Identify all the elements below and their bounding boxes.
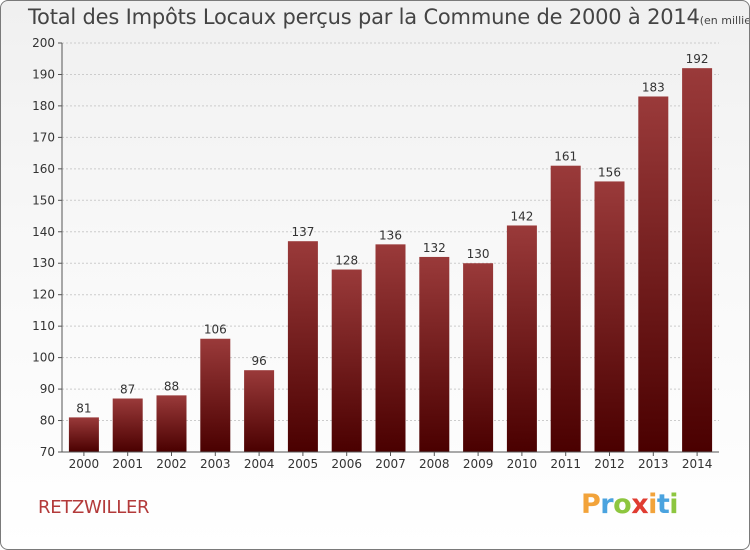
x-tick-label-2011: 2011 (550, 457, 581, 471)
y-tick-label-120: 120 (32, 288, 55, 302)
chart-subtitle: (en milliers d'€) (699, 14, 750, 27)
logo-letter: r (600, 489, 614, 520)
x-tick-label-2013: 2013 (638, 457, 669, 471)
data-label-2013: 183 (642, 80, 665, 94)
bar-2009 (463, 263, 494, 452)
y-tick-label-140: 140 (32, 225, 55, 239)
x-tick-label-2005: 2005 (288, 457, 319, 471)
logo-letter: i (648, 489, 657, 520)
data-label-2007: 136 (379, 228, 402, 242)
y-tick-label-110: 110 (32, 319, 55, 333)
bar-2008 (419, 256, 450, 452)
data-label-2005: 137 (291, 225, 314, 239)
logo-letter: o (613, 489, 632, 520)
bar-2011 (550, 165, 581, 452)
bar-2000 (68, 417, 99, 452)
x-tick-label-2006: 2006 (331, 457, 362, 471)
bar-2012 (594, 181, 625, 452)
data-label-2004: 96 (251, 354, 266, 368)
data-labels: 81 87 88 106 96 137 128 136 132 130 142 161 156 183 19… (76, 52, 708, 415)
y-tick-label-150: 150 (32, 193, 55, 207)
x-tick-label-2001: 2001 (112, 457, 143, 471)
bar-2006 (331, 269, 362, 452)
commune-name: RETZWILLER (38, 497, 150, 518)
bar-2004 (244, 370, 275, 452)
y-tick-label-130: 130 (32, 256, 55, 270)
y-tick-label-190: 190 (32, 67, 55, 81)
x-axis-ticks: 2000 2001 2002 2003 2004 2005 2006 2007 2008 2009… (69, 452, 713, 471)
bar-2010 (506, 225, 537, 452)
logo-letter: P (581, 489, 601, 520)
proxiti-logo[interactable]: Proxiti (581, 489, 679, 520)
y-tick-label-80: 80 (40, 414, 55, 428)
logo-letter: x (631, 489, 649, 520)
x-tick-label-2002: 2002 (156, 457, 187, 471)
y-tick-label-90: 90 (40, 382, 55, 396)
y-tick-label-170: 170 (32, 130, 55, 144)
x-tick-label-2007: 2007 (375, 457, 406, 471)
x-tick-label-2003: 2003 (200, 457, 231, 471)
x-tick-label-2000: 2000 (69, 457, 100, 471)
data-label-2009: 130 (467, 247, 490, 261)
y-tick-label-160: 160 (32, 162, 55, 176)
data-label-2001: 87 (120, 383, 135, 397)
data-label-2008: 132 (423, 241, 446, 255)
data-label-2003: 106 (204, 323, 227, 337)
logo-letter: t (656, 489, 670, 520)
bar-2005 (287, 241, 318, 452)
x-tick-label-2008: 2008 (419, 457, 450, 471)
x-tick-label-2004: 2004 (244, 457, 275, 471)
x-tick-label-2012: 2012 (594, 457, 625, 471)
x-tick-label-2014: 2014 (682, 457, 713, 471)
x-tick-label-2010: 2010 (507, 457, 538, 471)
bar-2003 (200, 338, 231, 452)
y-tick-label-200: 200 (32, 36, 55, 50)
bar-2001 (112, 398, 143, 452)
data-label-2014: 192 (686, 52, 709, 66)
x-tick-label-2009: 2009 (463, 457, 494, 471)
bar-2014 (682, 68, 713, 453)
y-tick-label-180: 180 (32, 99, 55, 113)
y-axis-ticks: 70 80 90 100 110 120 130 140 150 160 170 180 190 200 (32, 36, 62, 459)
data-label-2000: 81 (76, 401, 91, 415)
y-tick-label-100: 100 (32, 351, 55, 365)
data-label-2010: 142 (510, 209, 533, 223)
bar-2002 (156, 395, 187, 452)
data-label-2011: 161 (554, 150, 577, 164)
data-label-2002: 88 (164, 379, 179, 393)
chart-title: Total des Impôts Locaux perçus par la Co… (28, 5, 750, 29)
data-label-2006: 128 (335, 254, 358, 268)
logo-letter: i (669, 489, 679, 520)
bar-2007 (375, 244, 406, 452)
data-label-2012: 156 (598, 165, 621, 179)
bars (68, 68, 713, 453)
title-text: Total des Impôts Locaux perçus par la Co… (28, 5, 700, 29)
bar-2013 (638, 96, 669, 452)
y-tick-label-70: 70 (40, 445, 55, 459)
